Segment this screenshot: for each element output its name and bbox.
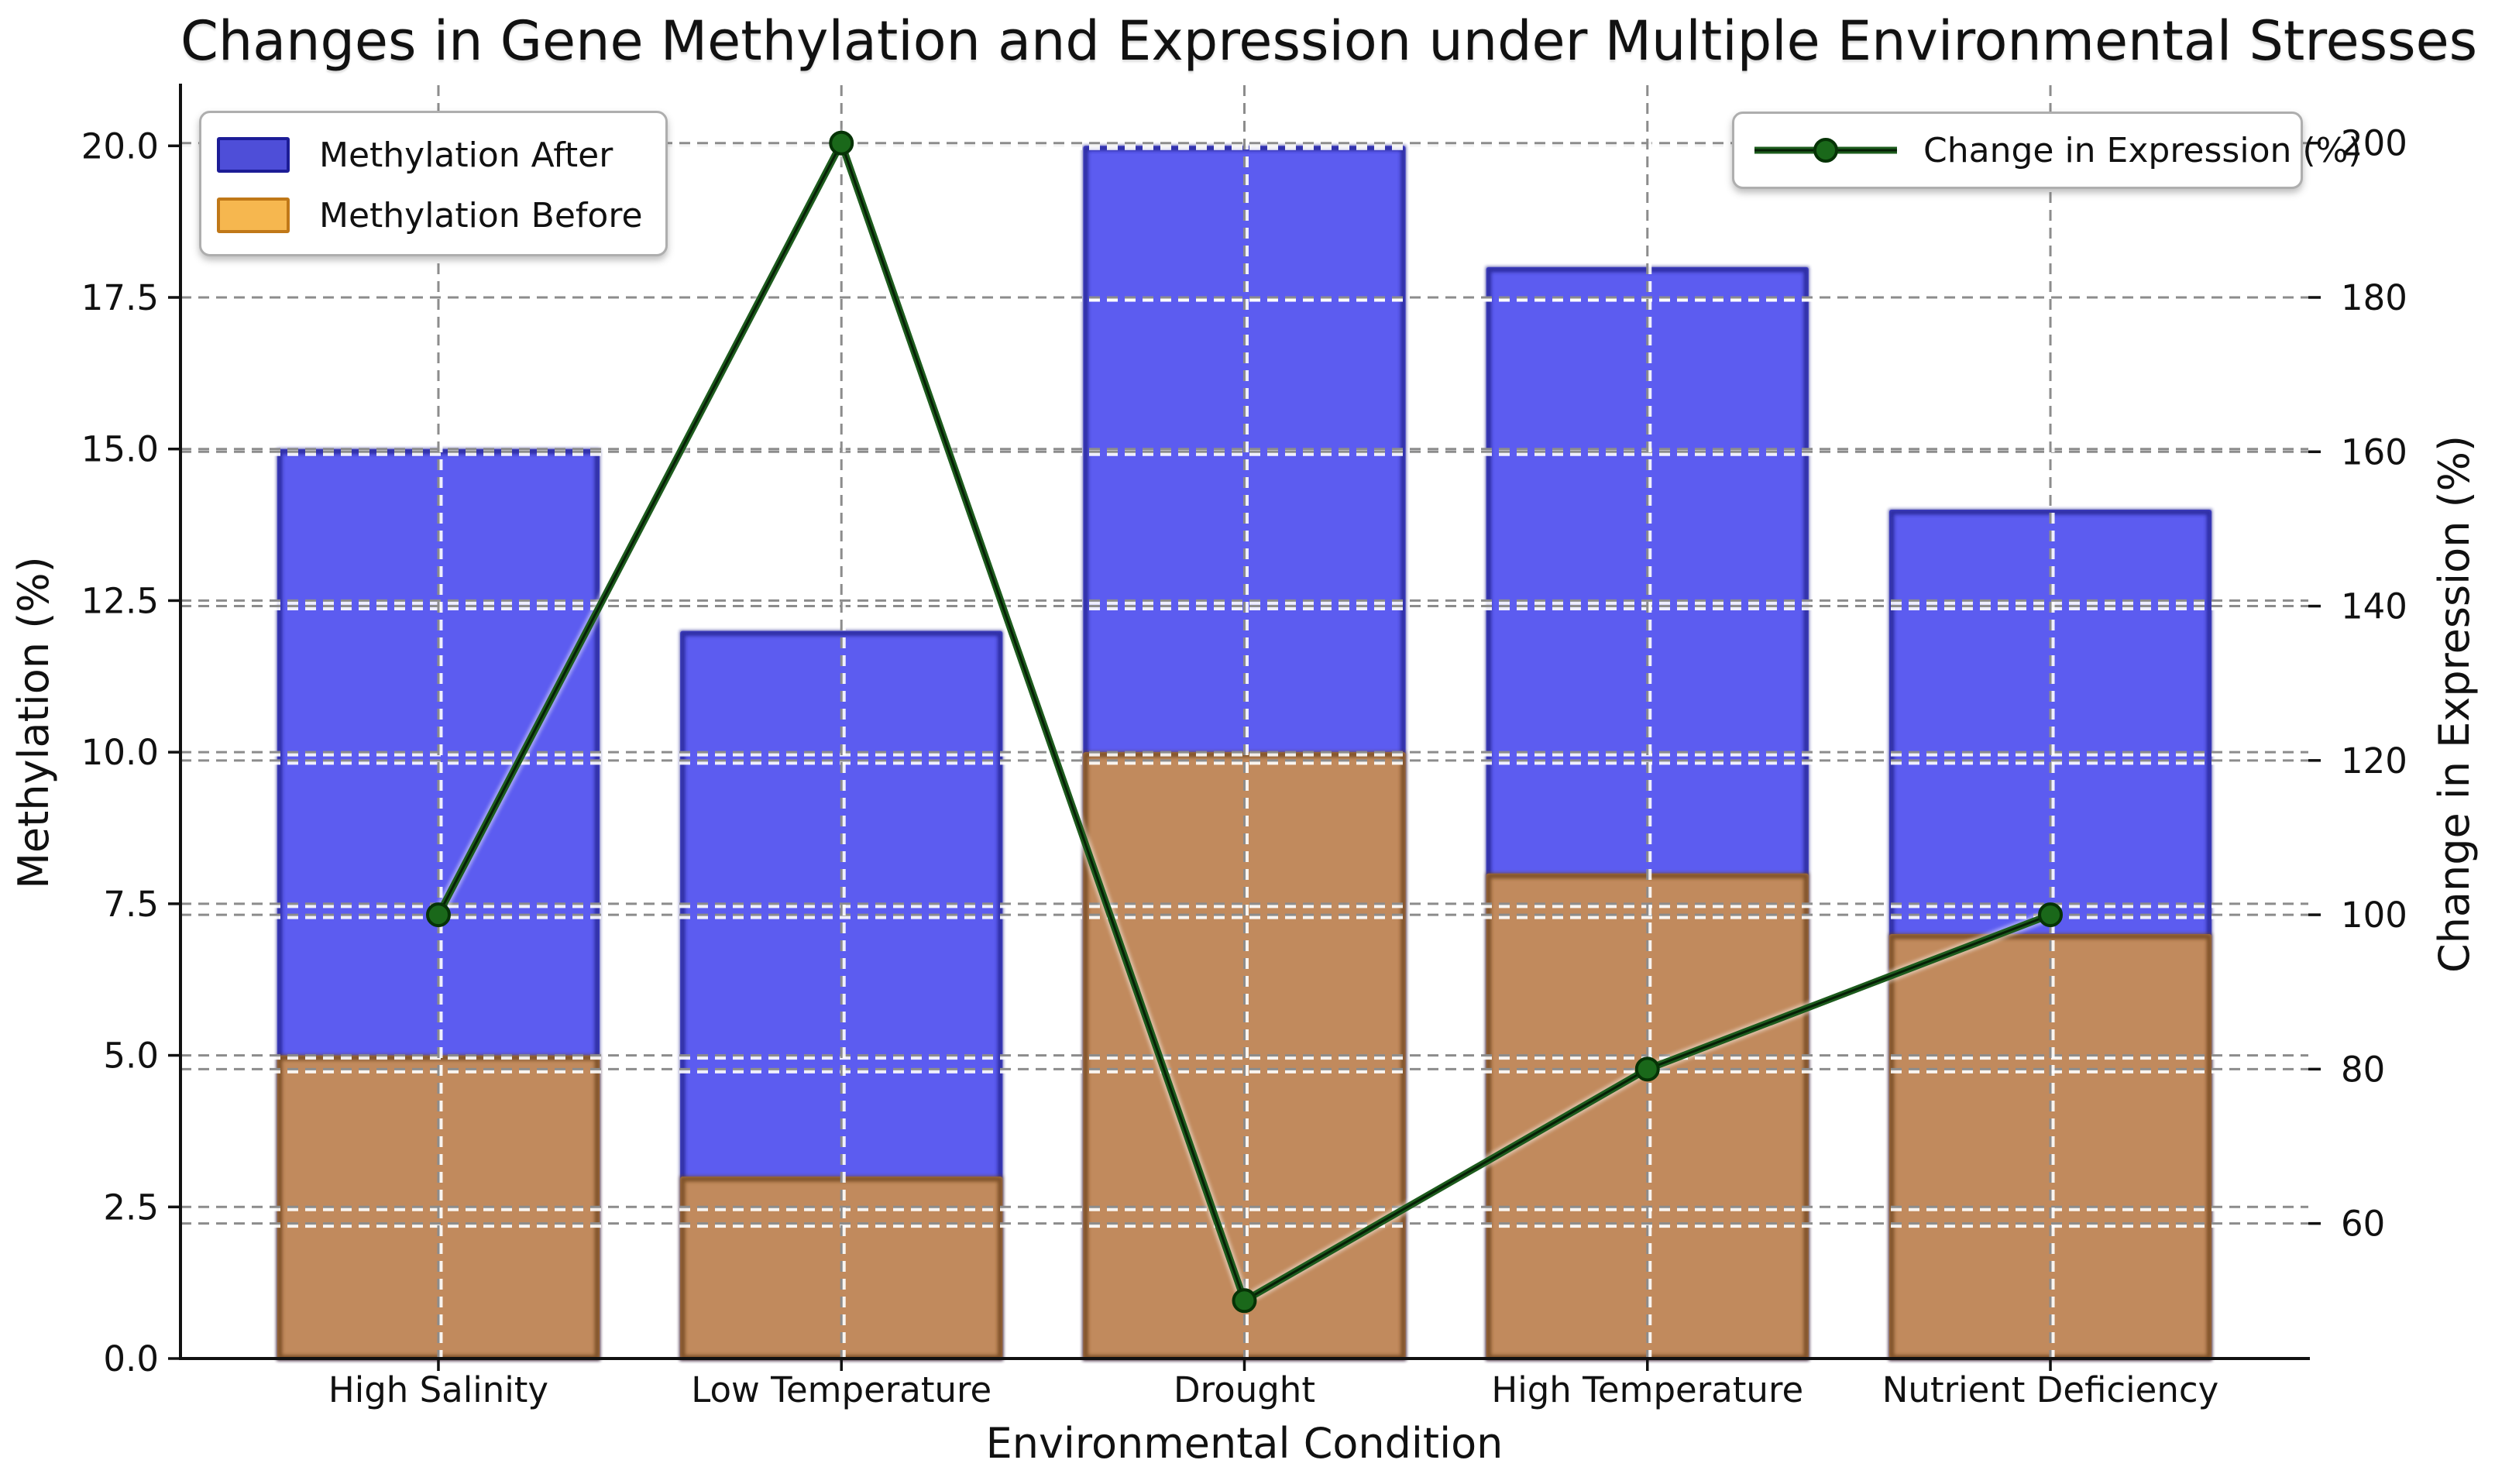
legend-item-label: Methylation Before	[319, 195, 643, 235]
y-tick-label-left: 5.0	[103, 1036, 159, 1077]
right-axis-label: Change in Expression (%)	[2430, 435, 2479, 973]
tick-marks	[168, 141, 2321, 1371]
x-tick-label: Low Temperature	[691, 1369, 991, 1410]
line-marker-1	[829, 130, 854, 156]
y-tick-label-right: 80	[2341, 1049, 2385, 1090]
y-tick-label-right: 120	[2341, 740, 2407, 782]
y-tick-label-right: 160	[2341, 431, 2407, 472]
x-tick-label: Nutrient Deficiency	[1882, 1369, 2219, 1410]
line-marker-0	[425, 902, 451, 928]
legend-item-methylation-after: Methylation After	[217, 127, 650, 183]
x-tick-label: High Temperature	[1491, 1369, 1803, 1410]
tick-labels: 0.0 2.5 5.0 7.5 10.0 12.5 15.0 17.5 20.0 60 80 100 1…	[81, 123, 2407, 1410]
y-tick-label-left: 17.5	[81, 277, 159, 318]
y-tick-label-left: 2.5	[103, 1187, 159, 1228]
line-marker-sample-icon	[1754, 138, 1897, 163]
line-marker-2	[1232, 1288, 1257, 1314]
y-tick-label-left: 7.5	[103, 884, 159, 925]
chart-title: Changes in Gene Methylation and Expressi…	[180, 9, 2478, 73]
y-tick-label-left: 15.0	[81, 429, 159, 470]
x-axis-label: Environmental Condition	[985, 1419, 1504, 1468]
y-tick-label-left: 12.5	[81, 580, 159, 621]
legend-methylation: Methylation After Methylation Before	[199, 111, 668, 256]
legend-item-label: Change in Expression (%)	[1923, 130, 2362, 170]
methylation-before-swatch-icon	[217, 198, 290, 233]
legend-expression: Change in Expression (%)	[1732, 112, 2362, 189]
y-tick-label-right: 100	[2341, 895, 2407, 936]
line-marker-3	[1634, 1056, 1660, 1082]
y-tick-label-left: 10.0	[81, 732, 159, 773]
y-tick-label-right: 180	[2341, 277, 2407, 318]
methylation-after-swatch-icon	[217, 137, 290, 173]
x-tick-label: Drought	[1174, 1369, 1315, 1410]
y-tick-label-left: 0.0	[103, 1338, 159, 1379]
left-axis-label: Methylation (%)	[9, 556, 58, 889]
y-tick-label-right: 200	[2341, 123, 2407, 164]
legend-item-label: Methylation After	[319, 135, 613, 175]
line-marker-4	[2038, 902, 2064, 928]
y-tick-label-left: 20.0	[81, 125, 159, 167]
expression-line	[425, 128, 2064, 1314]
legend-item-methylation-before: Methylation Before	[217, 187, 650, 243]
bar-before-3	[1486, 873, 1809, 1359]
y-tick-label-right: 60	[2341, 1204, 2385, 1245]
y-tick-label-right: 140	[2341, 586, 2407, 627]
x-tick-label: High Salinity	[328, 1369, 548, 1410]
